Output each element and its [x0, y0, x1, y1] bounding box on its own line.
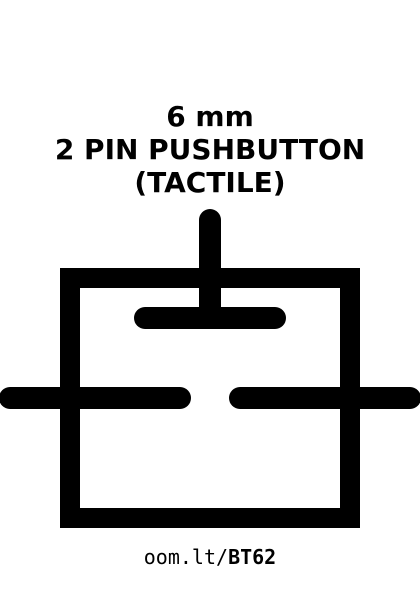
title-component-subtype: (TACTILE): [134, 166, 286, 199]
footer-url-prefix: oom.lt/: [143, 545, 229, 569]
title-size: 6 mm: [166, 100, 254, 133]
title-component-type: 2 PIN PUSHBUTTON: [54, 133, 366, 166]
footer-url: oom.lt/BT62: [0, 545, 420, 569]
footer-part-code: BT62: [228, 545, 277, 569]
